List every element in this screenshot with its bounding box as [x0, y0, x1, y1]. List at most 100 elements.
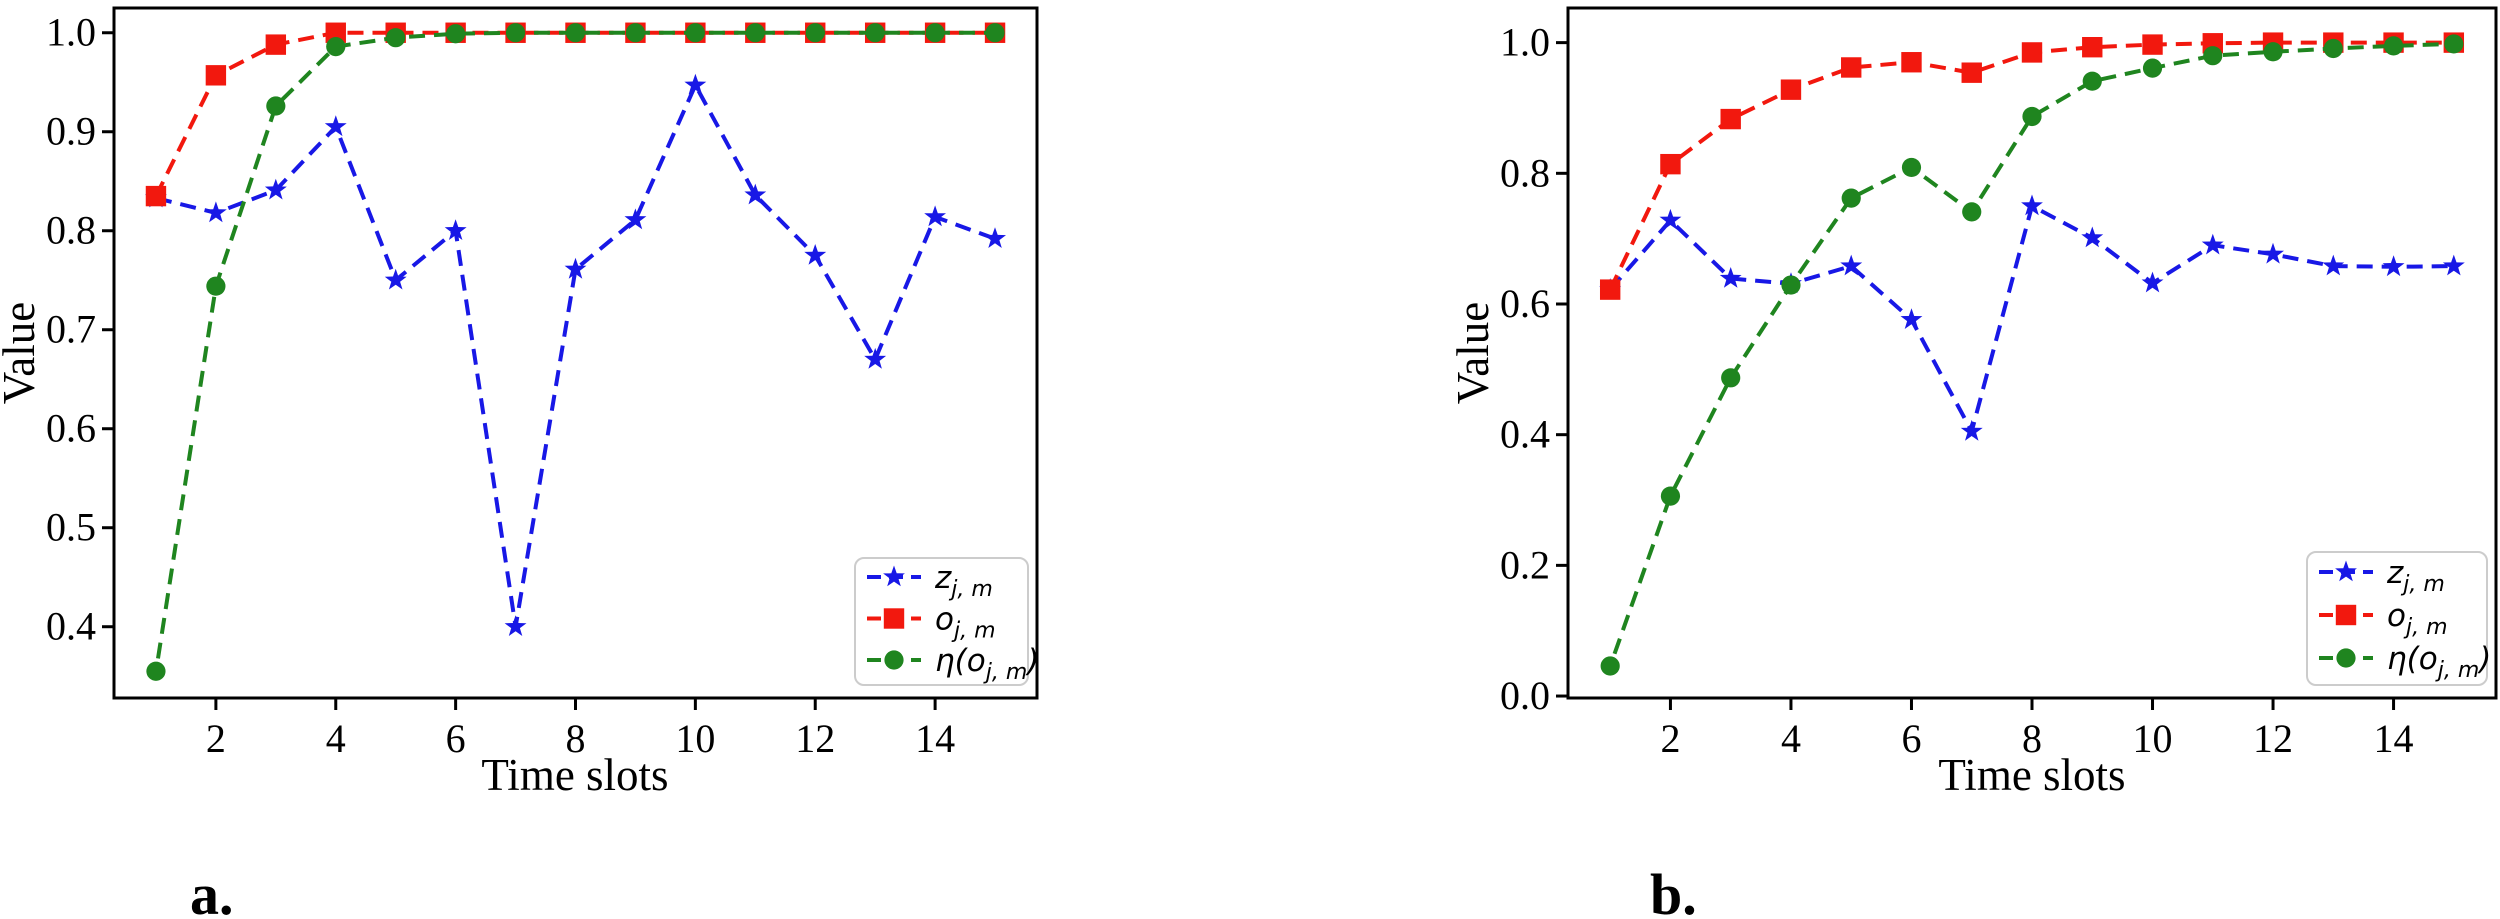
o-square-marker [1660, 153, 1681, 175]
chart-b-plot-area: 0.0 0.2 0.4 0.6 0.8 1.0 2 4 6 8 10 12 14 zj, moj, mη(… [1500, 6, 2498, 761]
chart-a-y-axis-label: Value [0, 302, 44, 404]
legend-star-marker [883, 565, 905, 587]
legend: zj, moj, mη(oj, m) [854, 557, 1039, 686]
y-tick-label: 0.8 [1500, 150, 1550, 195]
legend-circle-marker [884, 650, 904, 670]
z-star-marker [864, 347, 887, 369]
y-tick-label: 0.7 [46, 307, 96, 352]
y-tick-label: 0.6 [1500, 281, 1550, 326]
eta-circle-marker [685, 23, 705, 43]
eta-circle-marker [146, 661, 166, 681]
y-tick-label: 0.0 [1500, 673, 1550, 718]
eta-circle-marker [565, 23, 586, 43]
eta-circle-marker [2142, 58, 2163, 78]
x-tick-label: 6 [1901, 716, 1921, 761]
x-tick-label: 14 [915, 716, 955, 761]
z-star-marker [1900, 308, 1923, 329]
legend-square-marker [883, 608, 905, 629]
z-star-marker [504, 615, 527, 636]
z-star-marker [2141, 271, 2164, 293]
eta-circle-marker [865, 23, 885, 43]
z-star-marker [384, 268, 407, 290]
eta-circle-marker [1721, 368, 1741, 388]
x-tick-label: 14 [2374, 716, 2414, 761]
series-z [1599, 194, 2465, 441]
z-star-marker [2442, 254, 2465, 276]
x-tick-label: 10 [675, 716, 715, 761]
series-o-line [154, 30, 995, 197]
z-star-marker [744, 183, 767, 205]
o-square-marker [145, 185, 167, 207]
eta-circle-marker [386, 28, 406, 48]
eta-circle-marker [446, 24, 466, 44]
legend-star-marker [2335, 560, 2357, 582]
z-star-marker [444, 219, 467, 240]
x-tick-label: 12 [2253, 716, 2293, 761]
legend-label-z: zj, m [934, 560, 993, 602]
x-tick-label: 4 [1781, 716, 1801, 761]
chart-a-plot-area: 0.4 0.5 0.6 0.7 0.8 0.9 1.0 2 4 6 8 10 12 14 zj, moj, … [46, 6, 1039, 761]
y-tick-label: 0.4 [46, 604, 96, 649]
z-star-marker [1840, 254, 1863, 276]
z-star-marker [2201, 233, 2224, 255]
y-tick-label: 0.6 [46, 406, 96, 451]
y-tick-label: 0.8 [46, 208, 96, 253]
eta-circle-marker [2203, 46, 2223, 66]
legend-label-z: zj, m [2386, 555, 2445, 597]
o-square-marker [1780, 79, 1802, 100]
y-tick-label: 0.5 [46, 505, 96, 550]
y-tick-label: 1.0 [46, 10, 96, 55]
eta-circle-marker [326, 37, 346, 57]
eta-circle-marker [1781, 275, 1801, 295]
legend-label-o: oj, m [2387, 598, 2448, 640]
series-eta-line [1608, 41, 2454, 667]
legend: zj, moj, mη(oj, m) [2306, 551, 2491, 686]
x-tick-label: 10 [2133, 716, 2173, 761]
o-square-marker [325, 22, 346, 43]
x-tick-label: 4 [326, 716, 346, 761]
legend-square-marker [2335, 604, 2357, 626]
eta-circle-marker [2323, 38, 2343, 59]
o-square-marker [1720, 108, 1741, 130]
z-star-marker [984, 227, 1006, 248]
legend-label-o: oj, m [935, 602, 996, 644]
z-star-marker [924, 205, 946, 227]
o-square-marker [2082, 37, 2103, 58]
chart-b-y-axis-label: Value [1448, 302, 1498, 404]
eta-circle-marker [925, 23, 945, 43]
eta-circle-marker [745, 23, 765, 43]
y-tick-label: 0.9 [46, 109, 96, 154]
chart-a: 0.4 0.5 0.6 0.7 0.8 0.9 1.0 2 4 6 8 10 12 14 zj, moj, … [0, 6, 1039, 919]
eta-circle-marker [1962, 202, 1982, 222]
chart-b-x-axis-label: Time slots [1938, 750, 2125, 800]
y-tick-label: 0.4 [1500, 412, 1550, 457]
eta-circle-marker [805, 23, 825, 43]
eta-circle-marker [1660, 486, 1681, 506]
eta-circle-marker [1841, 188, 1861, 208]
z-star-marker [1719, 267, 1742, 288]
z-star-marker [2382, 255, 2405, 277]
x-tick-label: 8 [2022, 716, 2042, 761]
series-z [145, 73, 1006, 636]
eta-circle-marker [206, 276, 226, 296]
series-o-line [1608, 40, 2454, 291]
y-tick-label: 1.0 [1500, 20, 1550, 65]
x-tick-label: 6 [446, 716, 466, 761]
z-star-marker [2021, 194, 2043, 216]
z-star-marker [564, 257, 587, 279]
eta-circle-marker [2383, 36, 2404, 56]
o-square-marker [1901, 52, 1922, 73]
z-star-marker [205, 201, 227, 223]
eta-circle-marker [505, 23, 526, 43]
o-square-marker [265, 34, 287, 55]
x-tick-label: 12 [795, 716, 835, 761]
chart-a-caption: a. [190, 862, 234, 919]
series-eta [1600, 34, 2464, 676]
z-star-marker [684, 73, 707, 95]
z-star-marker [1960, 419, 1983, 441]
series-eta [146, 23, 1005, 681]
eta-circle-marker [985, 23, 1005, 43]
z-star-marker [2081, 226, 2104, 248]
chart-a-x-axis-label: Time slots [481, 750, 668, 800]
